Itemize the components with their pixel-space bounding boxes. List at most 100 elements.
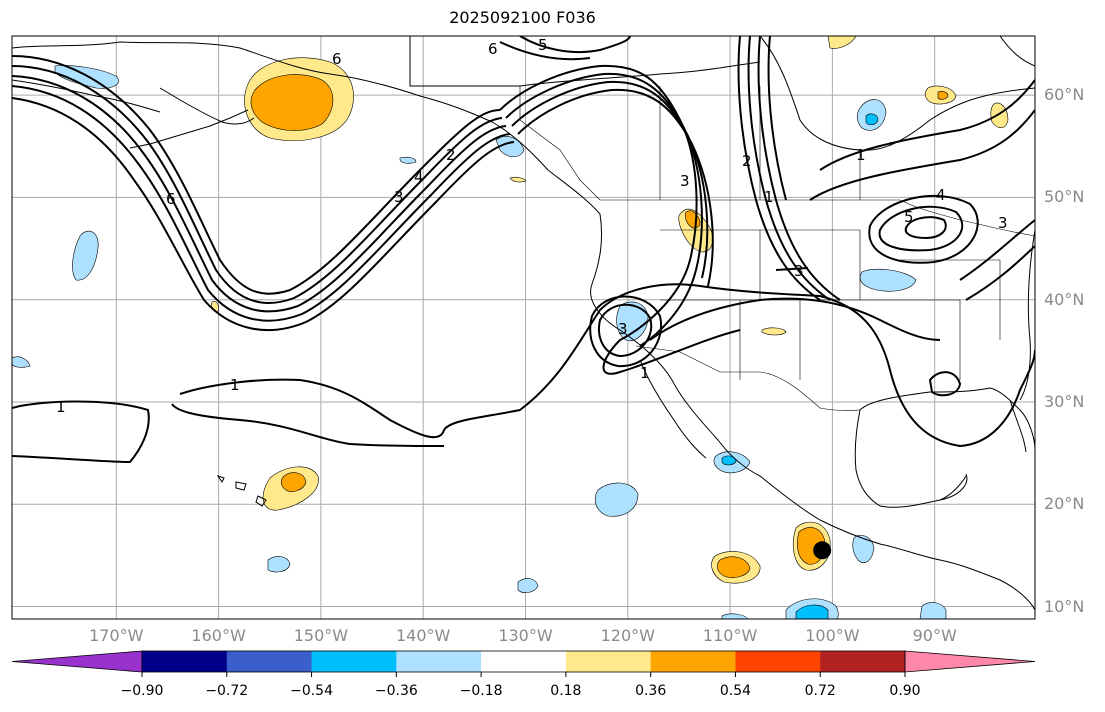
colorbar-segment <box>311 651 397 672</box>
longitude-tick-label: 90°W <box>912 626 957 645</box>
contour-label: 3 <box>394 188 404 206</box>
negative-anomaly-california <box>616 301 649 342</box>
contour-label: 4 <box>414 168 424 186</box>
contour-low-center-3 <box>904 216 947 240</box>
contour-jet-loop <box>499 64 741 375</box>
longitude-tick-label: 150°W <box>293 626 349 645</box>
contour-label: 2 <box>446 146 456 164</box>
alaska-coast <box>12 41 601 215</box>
us-west-coast <box>590 213 761 477</box>
negative-anomaly-south-3 <box>721 613 749 619</box>
strong-positive-anomaly-mexico-1 <box>717 556 751 578</box>
baja <box>639 359 707 459</box>
negative-anomaly-north-dakota <box>859 268 917 292</box>
hawaii-1 <box>216 475 225 483</box>
colorbar-segment <box>650 651 736 672</box>
longitude-tick-label: 120°W <box>600 626 655 645</box>
strong-positive-anomaly-canada-1 <box>937 90 949 100</box>
contour-5-top <box>519 36 631 53</box>
colorbar-tick-label: 0.72 <box>804 683 836 699</box>
yucatan <box>939 475 967 501</box>
contour-ohio-loop <box>928 371 962 397</box>
colorbar-segment <box>565 651 652 672</box>
contour-pacific-2 <box>12 65 503 304</box>
us-mexico-border <box>635 345 861 411</box>
colorbar-extend-high <box>904 650 1036 673</box>
contour-label: 1 <box>856 146 866 164</box>
map-frame <box>11 35 1036 620</box>
state-line-2 <box>760 229 861 301</box>
contour-label: 4 <box>936 186 946 204</box>
contour-trough-east-2 <box>747 36 831 301</box>
contour-cutoff-low <box>598 303 653 358</box>
strong-positive-anomaly-hawaii <box>280 472 307 492</box>
contour-cutoff-low-2 <box>589 295 663 368</box>
latitude-tick-label: 40°N <box>1044 289 1085 309</box>
latitude-tick-label: 60°N <box>1044 85 1085 105</box>
contour-low-center <box>878 205 964 252</box>
colorbar-tick-label: 0.90 <box>889 683 921 699</box>
contour-1-subtropic-2 <box>171 403 445 447</box>
latitude-tick-label: 20°N <box>1044 494 1085 514</box>
east-coast <box>1019 229 1035 401</box>
hawaii-2 <box>235 481 247 491</box>
strong-negative-anomaly-canada-3 <box>865 113 879 126</box>
contour-trough-east <box>737 36 821 301</box>
canada-us-border <box>600 199 1035 237</box>
colorbar-segment <box>226 651 313 672</box>
contour-trough-east-3 <box>757 36 841 301</box>
negative-anomaly-south-mexico <box>852 535 875 563</box>
contour-1-subtropic <box>179 283 1035 448</box>
coastlines <box>12 36 1035 611</box>
contour-pacific-1 <box>12 55 501 295</box>
borders <box>409 36 1035 411</box>
contour-trough-east-4 <box>767 36 787 201</box>
contour-label: 1 <box>56 398 66 416</box>
colorbar <box>11 650 1036 677</box>
bc-border <box>519 86 601 201</box>
state-line-6 <box>900 259 1001 340</box>
contour-labels: 6 5 6 4 3 2 1 1 6 2 1 4 5 3 3 3 1 3 1 <box>56 36 1008 416</box>
positive-anomaly-small-1 <box>761 327 787 336</box>
colorbar-extend-low <box>11 650 143 673</box>
colorbar-segment <box>820 651 906 672</box>
longitude-tick-label: 160°W <box>191 626 246 645</box>
colorbar-tick-label: −0.18 <box>459 683 503 699</box>
contour-label: 3 <box>680 172 690 190</box>
contour-pacific-3 <box>12 75 507 313</box>
contour-3-ks <box>775 267 809 271</box>
colorbar-segment <box>396 651 482 672</box>
alaska-peninsula <box>159 87 255 125</box>
negative-anomaly-pacific-mexico <box>595 482 639 517</box>
negative-anomaly-bc <box>495 136 525 158</box>
latitude-tick-label: 50°N <box>1044 187 1085 207</box>
state-line-1 <box>660 229 761 301</box>
strong-negative-anomaly-east-pacific <box>795 604 829 619</box>
colorbar-tick-label: 0.18 <box>550 683 582 699</box>
contour-1-big <box>12 400 150 464</box>
colorbar-tick-label: −0.72 <box>205 683 249 699</box>
contour-label: 2 <box>742 152 752 170</box>
negative-anomaly-central-pacific <box>72 230 99 281</box>
contour-jet-loop-4 <box>517 88 714 287</box>
colorbar-segment <box>142 651 228 672</box>
central-america <box>939 559 1035 611</box>
contour-label: 6 <box>166 190 176 208</box>
colorbar-outline <box>141 650 906 673</box>
strong-negative-anomaly-baja <box>721 455 737 466</box>
contour-6-top <box>499 41 591 61</box>
longitude-tick-label: 140°W <box>396 626 451 645</box>
hawaii-3 <box>255 495 267 507</box>
colorbar-tick-label: −0.36 <box>374 683 418 699</box>
shaded-regions <box>12 36 1009 619</box>
contour-pacific-4 <box>12 85 511 322</box>
negative-anomaly-small-5 <box>399 156 417 164</box>
positive-anomaly-small-2 <box>509 176 527 183</box>
hudson-bay <box>759 36 1035 151</box>
negative-anomaly-south-1 <box>267 556 291 573</box>
location-marker <box>813 541 832 560</box>
contour-pacific-5 <box>12 97 515 332</box>
negative-anomaly-small-4 <box>12 356 31 368</box>
longitude-tick-label: 130°W <box>498 626 553 645</box>
colorbar-segment <box>481 651 567 672</box>
